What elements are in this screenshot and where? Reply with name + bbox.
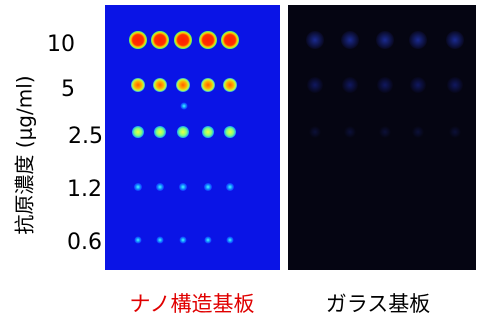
spot <box>447 77 463 93</box>
spot <box>181 103 188 110</box>
panel-label: ガラス基板 <box>326 292 431 316</box>
spot <box>224 126 236 138</box>
spot <box>342 77 358 93</box>
spot <box>223 78 237 92</box>
spot <box>205 237 212 244</box>
spot <box>410 77 426 93</box>
spot <box>151 31 169 49</box>
spot <box>306 31 324 49</box>
spot <box>174 31 192 49</box>
spot <box>157 237 164 244</box>
spot <box>176 78 190 92</box>
spot <box>227 237 234 244</box>
spot <box>134 183 142 191</box>
spot <box>153 78 167 92</box>
spot <box>132 126 144 138</box>
concentration-label: 1.2 <box>67 177 102 202</box>
spot <box>344 126 356 138</box>
spot <box>201 78 215 92</box>
panel-label: ナノ構造基板 <box>130 292 255 316</box>
spot <box>199 31 217 49</box>
spot <box>309 126 321 138</box>
spot <box>177 126 189 138</box>
spot <box>154 126 166 138</box>
spot <box>449 126 461 138</box>
y-axis-label: 抗原濃度 (μg/ml) <box>13 75 37 234</box>
spot <box>135 237 142 244</box>
spot <box>376 31 394 49</box>
concentration-label: 0.6 <box>67 230 102 255</box>
spot <box>307 77 323 93</box>
figure: 抗原濃度 (μg/ml) 10 5 2.5 1.2 0.6 ナノ構造基板 ガラス… <box>0 0 478 324</box>
spot <box>379 126 391 138</box>
spot <box>226 183 234 191</box>
spot <box>131 78 145 92</box>
spot <box>129 31 147 49</box>
spot <box>377 77 393 93</box>
spot <box>179 183 187 191</box>
spot <box>204 183 212 191</box>
spot <box>221 31 239 49</box>
spot <box>409 31 427 49</box>
spot <box>446 31 464 49</box>
spot <box>156 183 164 191</box>
spot <box>180 237 187 244</box>
spot <box>341 31 359 49</box>
concentration-label: 2.5 <box>68 124 103 149</box>
spot <box>412 126 424 138</box>
concentration-label: 5 <box>61 77 75 102</box>
spot <box>202 126 214 138</box>
concentration-label: 10 <box>47 32 75 57</box>
